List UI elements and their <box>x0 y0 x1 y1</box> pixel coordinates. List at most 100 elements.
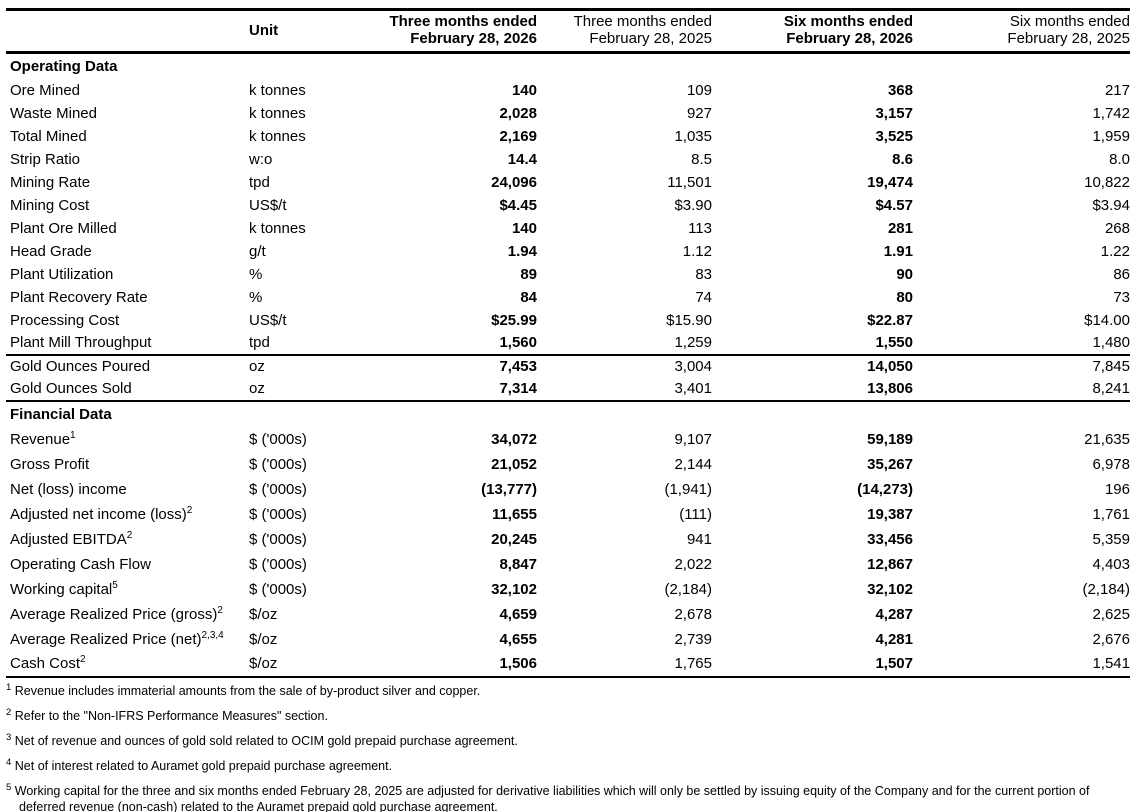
metric-label: Plant Recovery Rate <box>10 288 148 306</box>
value-cell: 35,267 <box>867 455 913 473</box>
value-cell: 5,359 <box>1092 530 1130 548</box>
value-cell: 3,004 <box>674 358 712 375</box>
value-cell: 59,189 <box>867 430 913 448</box>
unit-cell: tpd <box>245 331 350 356</box>
metric-label: Gold Ounces Poured <box>10 358 151 375</box>
unit-cell: k tonnes <box>249 104 306 122</box>
table-row: Working capital5 $ ('000s) 32,102 (2,184) 32… <box>6 577 1130 602</box>
metric-label: Average Realized Price (net)2,3,4 <box>10 629 224 648</box>
unit-cell: $ ('000s) <box>249 555 307 573</box>
metric-label: Plant Ore Milled <box>10 219 117 237</box>
table-row: Adjusted EBITDA2 $ ('000s) 20,245 941 33,456… <box>6 527 1130 552</box>
value-cell: 7,845 <box>1092 358 1130 375</box>
value-cell: 11,501 <box>667 173 712 191</box>
metric-label: Processing Cost <box>10 311 120 329</box>
unit-cell: $ ('000s) <box>249 530 307 548</box>
table-row: Total Mined k tonnes 2,169 1,035 3,525 1,959 <box>6 125 1130 148</box>
unit-cell: $/oz <box>245 651 350 678</box>
value-cell: 268 <box>1104 219 1130 237</box>
table-row: Average Realized Price (net)2,3,4 $/oz 4,6… <box>6 627 1130 652</box>
column-header-three-months-2025: Three months ended February 28, 2025 <box>537 8 712 54</box>
value-cell: 109 <box>686 81 712 99</box>
table-header: Unit Three months ended February 28, 202… <box>6 8 1130 54</box>
period-line-2: February 28, 2025 <box>1007 30 1130 47</box>
value-cell: 2,676 <box>1092 630 1130 648</box>
value-cell: 1,506 <box>350 651 537 678</box>
unit-cell: $ ('000s) <box>249 455 307 473</box>
table-row: Gold Ounces Poured oz 7,453 3,004 14,050 7,84… <box>6 355 1130 378</box>
table-row: Plant Ore Milled k tonnes 140 113 281 268 <box>6 217 1130 240</box>
unit-cell: k tonnes <box>249 127 306 145</box>
table-row: Gold Ounces Sold oz 7,314 3,401 13,806 8,241 <box>6 377 1130 402</box>
value-cell: 140 <box>511 81 537 99</box>
metric-label: Adjusted net income (loss)2 <box>10 504 193 523</box>
footnote-reference: 2 <box>186 504 193 516</box>
table-row: Revenue1 $ ('000s) 34,072 9,107 59,189 21,635 <box>6 427 1130 452</box>
value-cell: 7,314 <box>350 377 537 402</box>
footnote-reference: 5 <box>112 579 118 591</box>
table-row: Waste Mined k tonnes 2,028 927 3,157 1,742 <box>6 102 1130 125</box>
value-cell: 927 <box>686 104 712 122</box>
section-title-row: Operating Data <box>6 53 1130 79</box>
unit-column-header: Unit <box>245 8 350 54</box>
operating-financial-table: Unit Three months ended February 28, 202… <box>6 8 1130 678</box>
value-cell: 1.22 <box>1100 242 1130 260</box>
metric-label: Cash Cost2 <box>6 651 245 678</box>
value-cell: $15.90 <box>666 311 712 329</box>
table-row: Operating Cash Flow $ ('000s) 8,847 2,022 12… <box>6 552 1130 577</box>
value-cell: 2,169 <box>499 127 537 145</box>
value-cell: 140 <box>511 219 537 237</box>
value-cell: 2,144 <box>674 455 712 473</box>
period-line-1: Three months ended <box>389 13 537 30</box>
value-cell: 21,052 <box>491 455 537 473</box>
value-cell: (2,184) <box>1082 580 1130 598</box>
unit-cell: tpd <box>249 173 270 191</box>
metric-label: Ore Mined <box>10 81 81 99</box>
value-cell: 32,102 <box>867 580 913 598</box>
value-cell: 21,635 <box>1084 430 1130 448</box>
value-cell: $22.87 <box>867 311 913 329</box>
unit-cell: oz <box>245 377 350 402</box>
value-cell: $3.94 <box>1092 196 1130 214</box>
value-cell: 1,480 <box>913 331 1130 356</box>
unit-cell: $ ('000s) <box>249 505 307 523</box>
period-line-1: Three months ended <box>573 13 712 30</box>
footnote: 1 Revenue includes immaterial amounts fr… <box>6 681 481 698</box>
table-row: Plant Recovery Rate% 84 74 80 73 <box>6 286 1130 309</box>
column-header-three-months-2026: Three months ended February 28, 2026 <box>350 8 537 54</box>
metric-label: Adjusted EBITDA2 <box>10 529 133 548</box>
unit-cell: US$/t <box>249 196 287 214</box>
value-cell: 84 <box>520 288 537 306</box>
value-cell: (14,273) <box>857 480 913 498</box>
unit-cell: $ ('000s) <box>249 580 307 598</box>
value-cell: 217 <box>1104 81 1130 99</box>
footnote-reference: 1 <box>70 429 76 441</box>
value-cell: 89 <box>520 265 537 283</box>
value-cell: 1,507 <box>712 651 913 678</box>
unit-cell: $ ('000s) <box>249 480 307 498</box>
footnote-reference: 2 <box>126 529 133 541</box>
unit-cell: g/t <box>249 242 266 260</box>
table-row: Mining Rate tpd 24,096 11,501 19,474 10,822 <box>6 171 1130 194</box>
value-cell: 1,742 <box>1092 104 1130 122</box>
value-cell: (2,184) <box>664 580 712 598</box>
value-cell: 34,072 <box>491 430 537 448</box>
value-cell: $4.57 <box>875 196 913 214</box>
value-cell: (1,941) <box>664 480 712 498</box>
value-cell: 1,541 <box>913 651 1130 678</box>
unit-cell: k tonnes <box>249 219 306 237</box>
table-row: Mining Cost US$/t $4.45 $3.90 $4.57 $3.94 <box>6 194 1130 217</box>
value-cell: 1,259 <box>537 331 712 356</box>
table-row: Cash Cost2 $/oz 1,506 1,765 1,507 1,541 <box>6 651 1130 678</box>
metric-column-header <box>6 8 245 54</box>
unit-cell: $/oz <box>249 630 278 648</box>
footnotes: 1 Revenue includes immaterial amounts fr… <box>6 681 1130 812</box>
section-title-row: Financial Data <box>6 401 1130 427</box>
value-cell: 19,474 <box>867 173 913 191</box>
value-cell: 9,107 <box>674 430 712 448</box>
value-cell: 8.0 <box>1109 150 1130 168</box>
metric-label: Plant Utilization <box>10 265 114 283</box>
unit-cell: oz <box>249 358 265 375</box>
value-cell: 2,625 <box>1092 605 1130 623</box>
